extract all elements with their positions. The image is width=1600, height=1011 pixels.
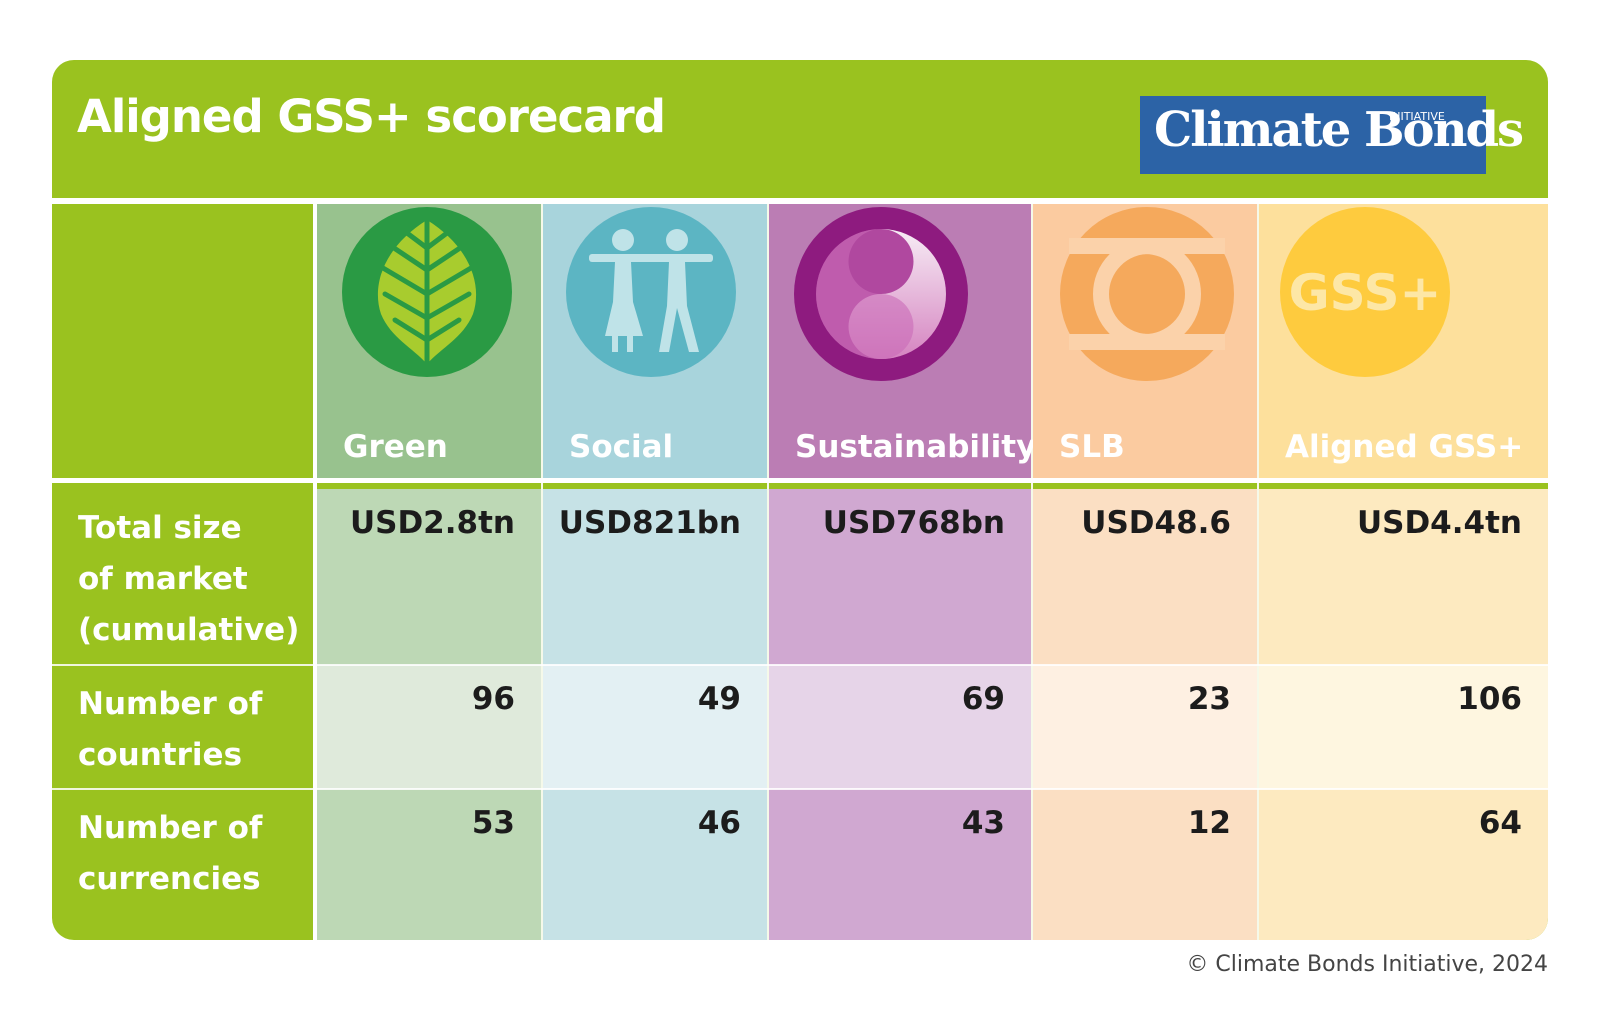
value-slb-countries: 23 xyxy=(1187,681,1231,717)
cell-green-countries: 96 xyxy=(317,665,541,789)
column-social: Social USD821bn 49 46 xyxy=(543,204,767,940)
value-social-total: USD821bn xyxy=(558,505,741,541)
column-divider xyxy=(1031,204,1033,940)
cell-slb-countries: 23 xyxy=(1033,665,1257,789)
leaf-icon xyxy=(342,207,512,377)
row-label-total-line3: (cumulative) xyxy=(78,612,300,648)
page-title: Aligned GSS+ scorecard xyxy=(77,90,666,143)
table-header-divider xyxy=(52,478,1548,483)
copyright-notice: © Climate Bonds Initiative, 2024 xyxy=(1186,952,1548,977)
cell-green-total: USD2.8tn xyxy=(317,489,541,665)
logo-name: Climate Bonds xyxy=(1154,102,1524,158)
value-aligned-gss-total: USD4.4tn xyxy=(1356,505,1522,541)
column-aligned-gss: GSS+ Aligned GSS+ USD4.4tn 106 64 xyxy=(1259,204,1548,940)
value-aligned-gss-currencies: 64 xyxy=(1478,805,1522,841)
header-label-aligned-gss: Aligned GSS+ xyxy=(1285,429,1524,465)
header-aligned-gss: GSS+ Aligned GSS+ xyxy=(1259,204,1548,483)
header-label-green: Green xyxy=(343,429,448,465)
people-icon xyxy=(566,207,736,377)
cell-social-countries: 49 xyxy=(543,665,767,789)
row-label-countries: Number of countries xyxy=(52,665,315,789)
header-label-sustainability: Sustainability xyxy=(795,429,1037,465)
column-divider xyxy=(1257,204,1259,940)
logo-tagline: INITIATIVE xyxy=(1389,110,1445,123)
row-divider xyxy=(52,664,1548,666)
value-green-total: USD2.8tn xyxy=(349,505,515,541)
cell-sustainability-countries: 69 xyxy=(769,665,1031,789)
cell-social-currencies: 46 xyxy=(543,789,767,940)
cell-slb-currencies: 12 xyxy=(1033,789,1257,940)
cell-slb-total: USD48.6 xyxy=(1033,489,1257,665)
header-label-slb: SLB xyxy=(1059,429,1125,465)
column-divider xyxy=(767,204,769,940)
cell-aligned-gss-total: USD4.4tn xyxy=(1259,489,1548,665)
cell-social-total: USD821bn xyxy=(543,489,767,665)
value-aligned-gss-countries: 106 xyxy=(1457,681,1522,717)
row-label-countries-line2: countries xyxy=(78,737,243,773)
gss-plus-icon: GSS+ xyxy=(1280,207,1450,377)
header-green: Green xyxy=(317,204,541,483)
column-sustainability: Sustainability USD768bn 69 43 xyxy=(769,204,1036,940)
column-divider xyxy=(541,204,543,940)
scorecard-card: Aligned GSS+ scorecard Climate Bonds INI… xyxy=(52,60,1548,940)
column-green: Green USD2.8tn 96 53 xyxy=(317,204,541,940)
row-label-currencies-line1: Number of xyxy=(78,810,263,846)
row-label-currencies-line2: currencies xyxy=(78,861,261,897)
value-sustainability-total: USD768bn xyxy=(822,505,1005,541)
header-divider xyxy=(52,198,1548,204)
row-label-total-size: Total size of market (cumulative) xyxy=(52,489,315,665)
value-green-currencies: 53 xyxy=(471,805,515,841)
header-social: Social xyxy=(543,204,767,483)
row-label-total-line2: of market xyxy=(78,561,248,597)
value-sustainability-countries: 69 xyxy=(961,681,1005,717)
header-sustainability: Sustainability xyxy=(769,204,1036,483)
climate-bonds-logo: Climate Bonds INITIATIVE xyxy=(1140,96,1524,174)
cell-aligned-gss-currencies: 64 xyxy=(1259,789,1548,940)
value-sustainability-currencies: 43 xyxy=(961,805,1005,841)
cell-sustainability-total: USD768bn xyxy=(769,489,1031,665)
row-label-total-line1: Total size xyxy=(78,510,242,546)
row-label-countries-line1: Number of xyxy=(78,686,263,722)
row-label-empty xyxy=(52,204,315,483)
value-social-currencies: 46 xyxy=(697,805,741,841)
value-slb-currencies: 12 xyxy=(1187,805,1231,841)
value-green-countries: 96 xyxy=(471,681,515,717)
header-slb: SLB xyxy=(1033,204,1257,483)
value-social-countries: 49 xyxy=(697,681,741,717)
row-divider xyxy=(52,788,1548,790)
cell-green-currencies: 53 xyxy=(317,789,541,940)
linked-rings-icon xyxy=(1060,207,1234,381)
header-label-social: Social xyxy=(569,429,674,465)
row-label-currencies: Number of currencies xyxy=(52,789,315,940)
column-slb: SLB USD48.6 23 12 xyxy=(1033,204,1257,940)
label-column-divider xyxy=(313,204,317,940)
yin-yang-icon xyxy=(794,207,968,381)
gss-plus-icon-text: GSS+ xyxy=(1289,264,1442,322)
cell-aligned-gss-countries: 106 xyxy=(1259,665,1548,789)
cell-sustainability-currencies: 43 xyxy=(769,789,1031,940)
value-slb-total: USD48.6 xyxy=(1081,505,1231,541)
